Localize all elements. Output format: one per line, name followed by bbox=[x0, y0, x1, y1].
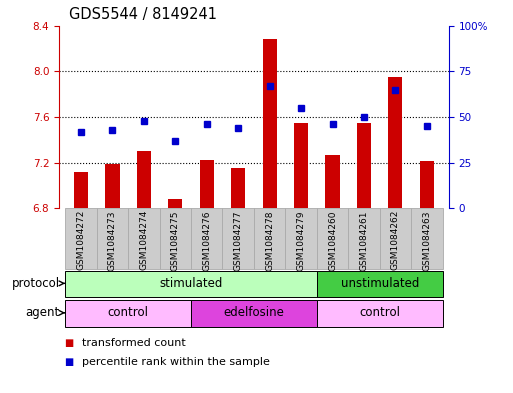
Bar bbox=[388, 77, 403, 208]
Bar bbox=[325, 154, 340, 208]
Text: GSM1084278: GSM1084278 bbox=[265, 210, 274, 271]
Text: GSM1084261: GSM1084261 bbox=[360, 210, 368, 271]
Text: ■: ■ bbox=[64, 357, 73, 367]
Bar bbox=[137, 151, 151, 208]
Text: percentile rank within the sample: percentile rank within the sample bbox=[82, 357, 270, 367]
Bar bbox=[285, 208, 317, 269]
Bar bbox=[191, 208, 223, 269]
Text: edelfosine: edelfosine bbox=[224, 306, 284, 320]
Bar bbox=[294, 123, 308, 208]
Bar bbox=[168, 199, 183, 208]
Bar bbox=[317, 208, 348, 269]
Bar bbox=[200, 160, 214, 208]
Text: transformed count: transformed count bbox=[82, 338, 186, 348]
Text: GSM1084276: GSM1084276 bbox=[202, 210, 211, 271]
Bar bbox=[160, 208, 191, 269]
Text: GDS5544 / 8149241: GDS5544 / 8149241 bbox=[69, 7, 217, 22]
Bar bbox=[105, 164, 120, 208]
Bar bbox=[254, 208, 285, 269]
Text: GSM1084277: GSM1084277 bbox=[234, 210, 243, 271]
Bar bbox=[191, 300, 317, 327]
Text: agent: agent bbox=[25, 306, 65, 320]
Text: GSM1084279: GSM1084279 bbox=[297, 210, 306, 271]
Bar bbox=[65, 300, 191, 327]
Bar bbox=[317, 271, 443, 297]
Bar bbox=[128, 208, 160, 269]
Text: GSM1084272: GSM1084272 bbox=[76, 210, 86, 270]
Bar bbox=[223, 208, 254, 269]
Text: GSM1084273: GSM1084273 bbox=[108, 210, 117, 271]
Text: unstimulated: unstimulated bbox=[341, 277, 419, 290]
Text: stimulated: stimulated bbox=[160, 277, 223, 290]
Text: GSM1084263: GSM1084263 bbox=[422, 210, 431, 271]
Bar bbox=[411, 208, 443, 269]
Bar bbox=[357, 123, 371, 208]
Text: protocol: protocol bbox=[11, 277, 65, 290]
Bar bbox=[317, 300, 443, 327]
Text: GSM1084262: GSM1084262 bbox=[391, 210, 400, 270]
Text: GSM1084274: GSM1084274 bbox=[140, 210, 148, 270]
Text: ■: ■ bbox=[64, 338, 73, 348]
Bar bbox=[263, 39, 277, 208]
Bar bbox=[231, 168, 245, 208]
Text: GSM1084260: GSM1084260 bbox=[328, 210, 337, 271]
Bar bbox=[74, 172, 88, 208]
Bar bbox=[65, 208, 97, 269]
Text: GSM1084275: GSM1084275 bbox=[171, 210, 180, 271]
Bar bbox=[97, 208, 128, 269]
Text: control: control bbox=[108, 306, 149, 320]
Text: control: control bbox=[359, 306, 400, 320]
Bar bbox=[348, 208, 380, 269]
Bar bbox=[65, 271, 317, 297]
Bar bbox=[380, 208, 411, 269]
Bar bbox=[420, 162, 434, 208]
